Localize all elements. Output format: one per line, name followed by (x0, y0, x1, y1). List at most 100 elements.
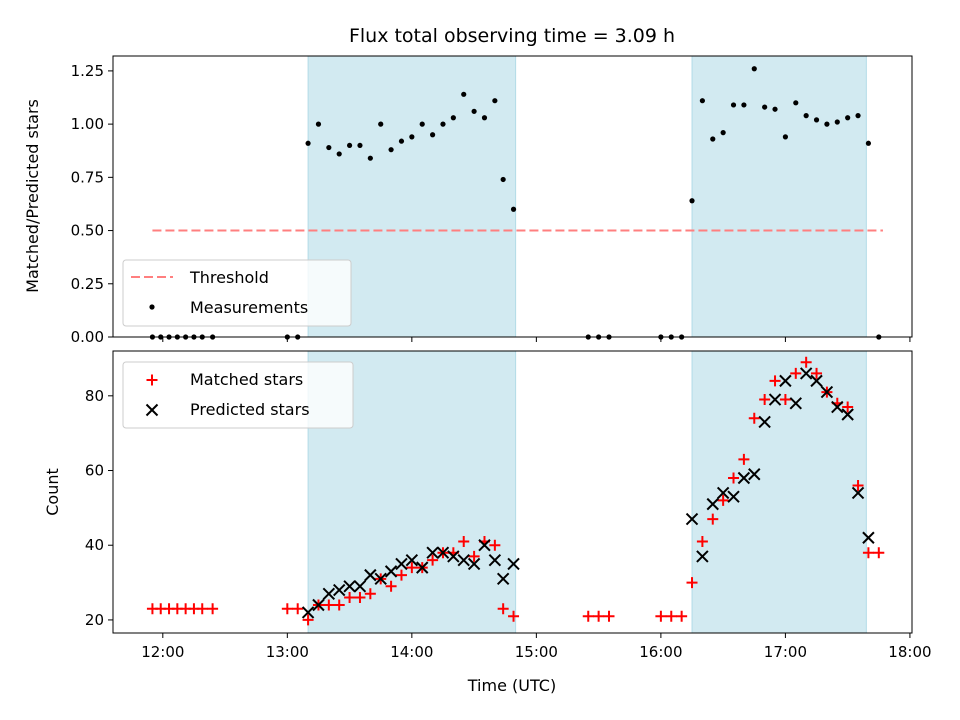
measurement-point (409, 134, 415, 140)
matched-stars-legend-swatch (146, 374, 158, 386)
x-tick-label: 16:00 (639, 643, 682, 661)
bottom-plot-frame (112, 350, 913, 634)
measurement-point (803, 113, 809, 119)
matched-star-point (354, 592, 366, 604)
measurement-point (326, 144, 332, 151)
matched-star-point (665, 610, 677, 622)
matched-star-point (292, 603, 304, 615)
top-y-tick-label: 0.25 (71, 275, 104, 293)
x-tick-label: 13:00 (266, 643, 309, 661)
matched-star-point (748, 412, 760, 424)
measurement-point (772, 106, 778, 112)
measurement-point (450, 115, 456, 121)
measurement-point (751, 66, 757, 72)
measurement-point (824, 121, 830, 127)
matched-star-point (489, 539, 501, 551)
predicted-star-point (706, 497, 719, 511)
x-axis-label: Time (UTC) (467, 676, 556, 695)
predicted-star-point (507, 557, 520, 571)
predicted-star-point (841, 408, 854, 421)
predicted-star-point (343, 580, 356, 593)
predicted-star-point (696, 550, 709, 563)
measurement-point (419, 121, 425, 127)
measurement-point (481, 115, 488, 121)
top-y-tick-label: 0.75 (71, 168, 104, 186)
measurement-point (689, 198, 695, 204)
matched-star-point (842, 401, 854, 413)
predicted-star-point (322, 587, 336, 600)
measurement-point (336, 151, 342, 157)
matched-star-point (800, 356, 812, 368)
bottom-y-tick-label: 60 (85, 462, 104, 480)
measurement-point (730, 102, 737, 108)
matched-star-point (364, 588, 376, 600)
predicted-star-point (685, 512, 699, 526)
predicted-star-point (312, 598, 325, 612)
predicted-star-point (447, 550, 460, 563)
predicted-stars-legend-label: Predicted stars (190, 400, 310, 419)
predicted-star-point (405, 553, 419, 567)
top-panel: 0.00 0.25 0.50 0.75 1.00 1.25 Matched/Predict… (23, 55, 913, 346)
measurement-point (720, 130, 726, 136)
measurement-point (845, 115, 851, 121)
x-tick-label: 17:00 (764, 643, 807, 661)
matched-star-point (759, 394, 771, 406)
measurement-point (793, 100, 799, 106)
x-tick-label: 18:00 (888, 643, 931, 661)
top-shaded-intervals (307, 55, 867, 338)
matched-star-point (323, 599, 335, 611)
bottom-y-tick-label: 20 (85, 611, 104, 629)
matched-star-point (406, 562, 418, 574)
measurement-point (510, 206, 517, 212)
matched-star-point (686, 577, 698, 589)
matched-star-point (717, 494, 729, 506)
bottom-y-tick-label: 80 (85, 387, 104, 405)
matched-star-point (427, 554, 439, 566)
bottom-y-ticks: 20 40 60 80 (85, 387, 113, 629)
measurement-point (471, 108, 477, 114)
measurement-point (762, 104, 768, 110)
matched-stars-legend-label: Matched stars (190, 370, 303, 389)
predicted-star-point (416, 561, 429, 574)
predicted-star-point (333, 583, 346, 597)
measurement-point (855, 113, 861, 119)
measurement-point (346, 142, 353, 149)
top-y-tick-label: 0.00 (71, 328, 104, 346)
matched-star-point (385, 580, 397, 592)
matched-star-point (779, 394, 791, 406)
predicted-star-point (301, 606, 315, 619)
matched-star-point (281, 603, 293, 615)
predicted-star-point (768, 393, 782, 406)
measurement-point (461, 91, 467, 97)
predicted-star-point (488, 553, 502, 567)
matched-star-point (852, 479, 864, 491)
predicted-star-point (820, 385, 834, 399)
threshold-legend-label: Threshold (189, 268, 269, 287)
top-legend-box (122, 259, 352, 327)
shaded-interval (691, 55, 867, 338)
top-y-tick-label: 1.00 (71, 115, 104, 133)
measurement-point (865, 140, 872, 146)
matched-star-point (811, 367, 823, 379)
predicted-star-point (779, 374, 792, 388)
measurement-point (500, 176, 506, 183)
measurement-point (710, 136, 716, 142)
bottom-y-axis-label: Count (43, 468, 62, 516)
measurement-point (834, 119, 840, 125)
predicted-star-point (831, 400, 844, 414)
matched-star-point (862, 547, 874, 559)
measurement-point (492, 98, 498, 104)
matched-star-point (707, 513, 719, 525)
predicted-star-point (457, 553, 470, 567)
shaded-interval (691, 350, 867, 634)
measurements-legend-swatch (149, 304, 155, 310)
measurement-point (699, 98, 705, 104)
matched-star-point (696, 535, 708, 547)
measurement-point (782, 134, 789, 140)
predicted-star-point (862, 531, 875, 544)
measurement-point (305, 140, 311, 146)
top-y-ticks: 0.00 0.25 0.50 0.75 1.00 1.25 (71, 62, 113, 346)
x-tick-label: 12:00 (141, 643, 184, 661)
